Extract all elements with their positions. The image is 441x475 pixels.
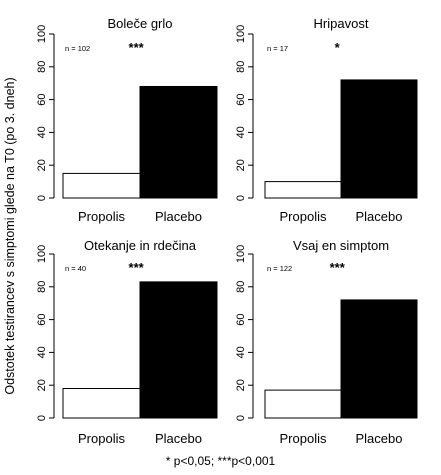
x-tick-label: Placebo: [155, 209, 202, 224]
significance-marker: *: [335, 40, 341, 55]
significance-marker: ***: [330, 260, 346, 275]
x-tick-label: Placebo: [356, 431, 403, 446]
panel-title: Vsaj en simptom: [293, 238, 389, 253]
y-tick-label: 20: [36, 159, 48, 171]
bar-placebo: [340, 299, 418, 419]
bar-propolis: [264, 181, 342, 199]
x-tick-label: Propolis: [78, 209, 125, 224]
x-tick-label: Propolis: [280, 209, 327, 224]
y-axis-label: Odstotek testirancev s simptomi glede na…: [3, 77, 17, 394]
bar-placebo: [139, 281, 218, 419]
n-label: n = 40: [65, 264, 86, 273]
y-tick-label: 0: [235, 415, 247, 421]
y-tick-label: 60: [36, 313, 48, 325]
y-tick-label: 60: [235, 93, 247, 105]
panel-title: Otekanje in rdečina: [84, 238, 197, 253]
y-tick-label: 40: [36, 346, 48, 358]
x-tick-label: Placebo: [155, 431, 202, 446]
y-tick-label: 80: [36, 61, 48, 73]
panel-title: Boleče grlo: [107, 16, 172, 31]
y-tick-label: 40: [235, 346, 247, 358]
y-tick-label: 20: [36, 379, 48, 391]
n-label: n = 122: [267, 264, 292, 273]
bar-propolis: [62, 387, 141, 419]
y-tick-label: 20: [235, 379, 247, 391]
bar-propolis: [62, 172, 141, 199]
x-tick-label: Propolis: [280, 431, 327, 446]
y-tick-label: 80: [36, 281, 48, 293]
y-tick-label: 20: [235, 159, 247, 171]
y-tick-label: 80: [235, 61, 247, 73]
y-tick-label: 40: [36, 126, 48, 138]
y-tick-label: 0: [36, 195, 48, 201]
y-tick-label: 100: [235, 25, 247, 43]
y-tick-label: 100: [235, 245, 247, 263]
significance-marker: ***: [129, 40, 145, 55]
bar-placebo: [139, 85, 218, 199]
bar-placebo: [340, 79, 418, 199]
y-tick-label: 100: [36, 25, 48, 43]
y-tick-label: 40: [235, 126, 247, 138]
y-tick-label: 80: [235, 281, 247, 293]
panel-title: Hripavost: [314, 16, 369, 31]
significance-footnote: * p<0,05; ***p<0,001: [165, 454, 276, 468]
y-tick-label: 100: [36, 245, 48, 263]
x-tick-label: Propolis: [78, 431, 125, 446]
x-tick-label: Placebo: [356, 209, 403, 224]
n-label: n = 17: [267, 44, 288, 53]
y-tick-label: 0: [235, 195, 247, 201]
y-tick-label: 0: [36, 415, 48, 421]
bar-propolis: [264, 389, 342, 419]
y-tick-label: 60: [36, 93, 48, 105]
significance-marker: ***: [129, 260, 145, 275]
y-tick-label: 60: [235, 313, 247, 325]
n-label: n = 102: [65, 44, 90, 53]
